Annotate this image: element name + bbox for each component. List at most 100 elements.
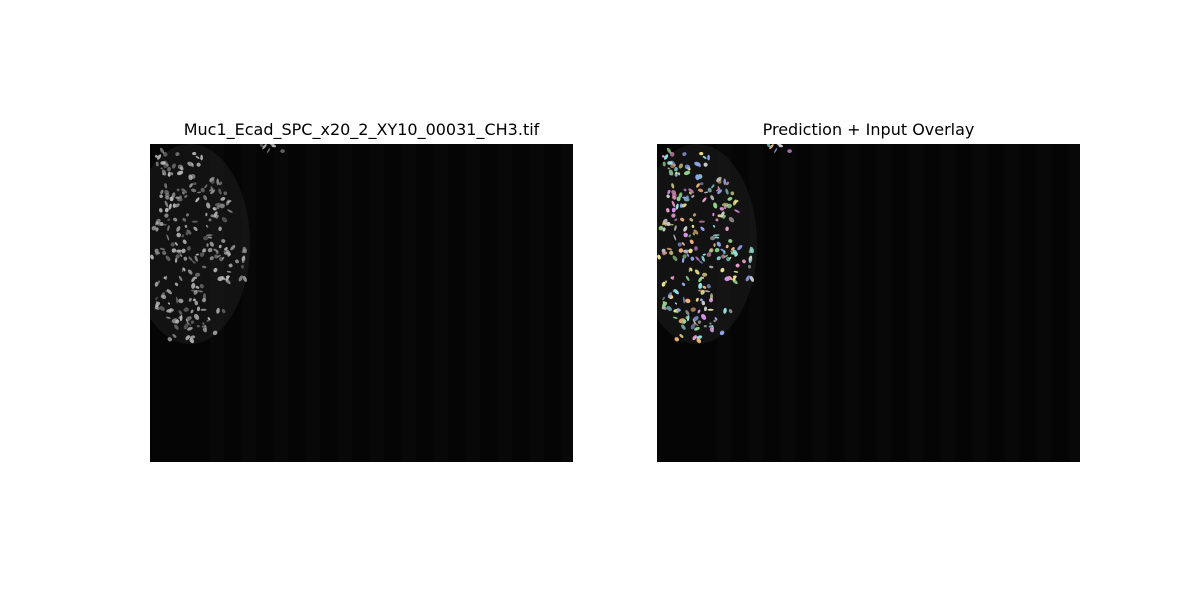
nucleus <box>183 307 189 312</box>
segmented-nucleus <box>707 308 714 311</box>
nucleus <box>221 309 226 314</box>
segmented-nucleus <box>670 161 673 165</box>
segmented-nucleus <box>686 195 689 199</box>
segmented-nucleus <box>715 188 721 192</box>
nucleus <box>154 252 160 255</box>
segmented-nucleus <box>710 195 715 201</box>
segmented-nucleus <box>698 282 703 289</box>
nucleus <box>196 306 201 312</box>
segmented-nucleus <box>712 234 720 237</box>
segmented-nucleus <box>719 207 723 211</box>
nucleus <box>189 338 195 344</box>
segmented-nucleus <box>728 239 733 243</box>
nucleus <box>197 191 202 194</box>
segmented-nucleus <box>701 300 706 306</box>
segmented-nucleus <box>657 254 661 260</box>
nucleus <box>201 298 207 303</box>
segmented-nucleus <box>695 256 700 261</box>
nucleus <box>202 265 207 269</box>
nucleus <box>170 242 175 247</box>
nucleus <box>179 253 183 257</box>
nucleus <box>208 218 212 222</box>
nucleus <box>155 221 159 226</box>
nucleus <box>171 248 177 253</box>
segmented-nucleus <box>688 234 692 238</box>
segmented-nucleus <box>749 246 754 254</box>
background-band <box>1069 144 1080 462</box>
segmented-nucleus <box>685 310 690 316</box>
segmented-nucleus <box>677 172 681 176</box>
nucleus <box>216 307 220 314</box>
segmented-nucleus <box>697 188 704 193</box>
nucleus <box>212 207 216 211</box>
segmented-nucleus <box>678 192 683 199</box>
segmented-nucleus <box>683 250 689 254</box>
segmented-nucleus <box>714 247 720 253</box>
segmented-nucleus <box>706 252 712 257</box>
nucleus <box>162 151 168 157</box>
nucleus <box>167 167 171 172</box>
segmented-nucleus <box>679 334 684 338</box>
segmented-nucleus <box>717 214 722 218</box>
segmented-nucleus <box>733 270 739 273</box>
nucleus <box>215 214 219 219</box>
segmented-nucleus <box>701 276 705 279</box>
nucleus <box>214 202 222 207</box>
segmented-nucleus <box>674 173 678 177</box>
nucleus <box>221 217 228 223</box>
segmented-nucleus <box>674 225 677 231</box>
nucleus <box>186 229 192 235</box>
nucleus <box>165 195 170 200</box>
segmented-nucleus <box>674 302 678 305</box>
segmented-nucleus <box>745 275 750 282</box>
segmented-nucleus <box>694 246 698 251</box>
segmented-nucleus <box>674 218 678 222</box>
nucleus <box>165 316 171 319</box>
nucleus <box>182 267 186 272</box>
segmented-nucleus <box>677 242 682 247</box>
nucleus <box>151 225 157 231</box>
nucleus <box>217 276 224 282</box>
nucleus <box>159 208 163 213</box>
nucleus <box>194 300 199 306</box>
segmented-nucleus <box>663 154 669 160</box>
nucleus <box>219 256 224 262</box>
nucleus <box>208 188 214 192</box>
nucleus <box>219 203 225 209</box>
nucleus <box>188 174 193 181</box>
segmented-nucleus <box>669 151 675 157</box>
segmented-nucleus <box>697 320 702 324</box>
background-band <box>813 144 827 462</box>
segmented-nucleus <box>698 276 703 283</box>
segmented-nucleus <box>711 184 715 189</box>
segmented-nucleus <box>702 253 706 256</box>
segmented-nucleus <box>700 290 705 295</box>
segmented-nucleus <box>671 213 676 218</box>
segmented-nucleus <box>699 151 704 156</box>
nucleus <box>185 213 190 217</box>
nucleus <box>218 181 223 186</box>
background-band <box>306 144 320 462</box>
nucleus <box>191 220 198 223</box>
nucleus <box>181 234 185 238</box>
nucleus <box>167 337 173 342</box>
nucleus <box>178 310 183 316</box>
segmented-nucleus <box>671 208 676 213</box>
segmented-nucleus <box>662 296 665 301</box>
nucleus <box>188 256 193 261</box>
background-band <box>498 144 512 462</box>
segmented-nucleus <box>725 188 729 195</box>
nucleus <box>185 335 190 341</box>
segmented-nucleus <box>701 255 705 262</box>
nucleus <box>187 161 194 167</box>
segmented-nucleus <box>707 154 710 161</box>
segmented-nucleus <box>666 194 670 198</box>
nucleus <box>191 282 196 289</box>
segmented-nucleus <box>713 243 716 247</box>
nucleus <box>217 254 221 258</box>
segmented-nucleus <box>682 152 687 156</box>
nucleus <box>188 297 192 302</box>
nucleus <box>214 254 219 259</box>
nucleus <box>205 224 209 228</box>
nucleus <box>189 335 196 340</box>
